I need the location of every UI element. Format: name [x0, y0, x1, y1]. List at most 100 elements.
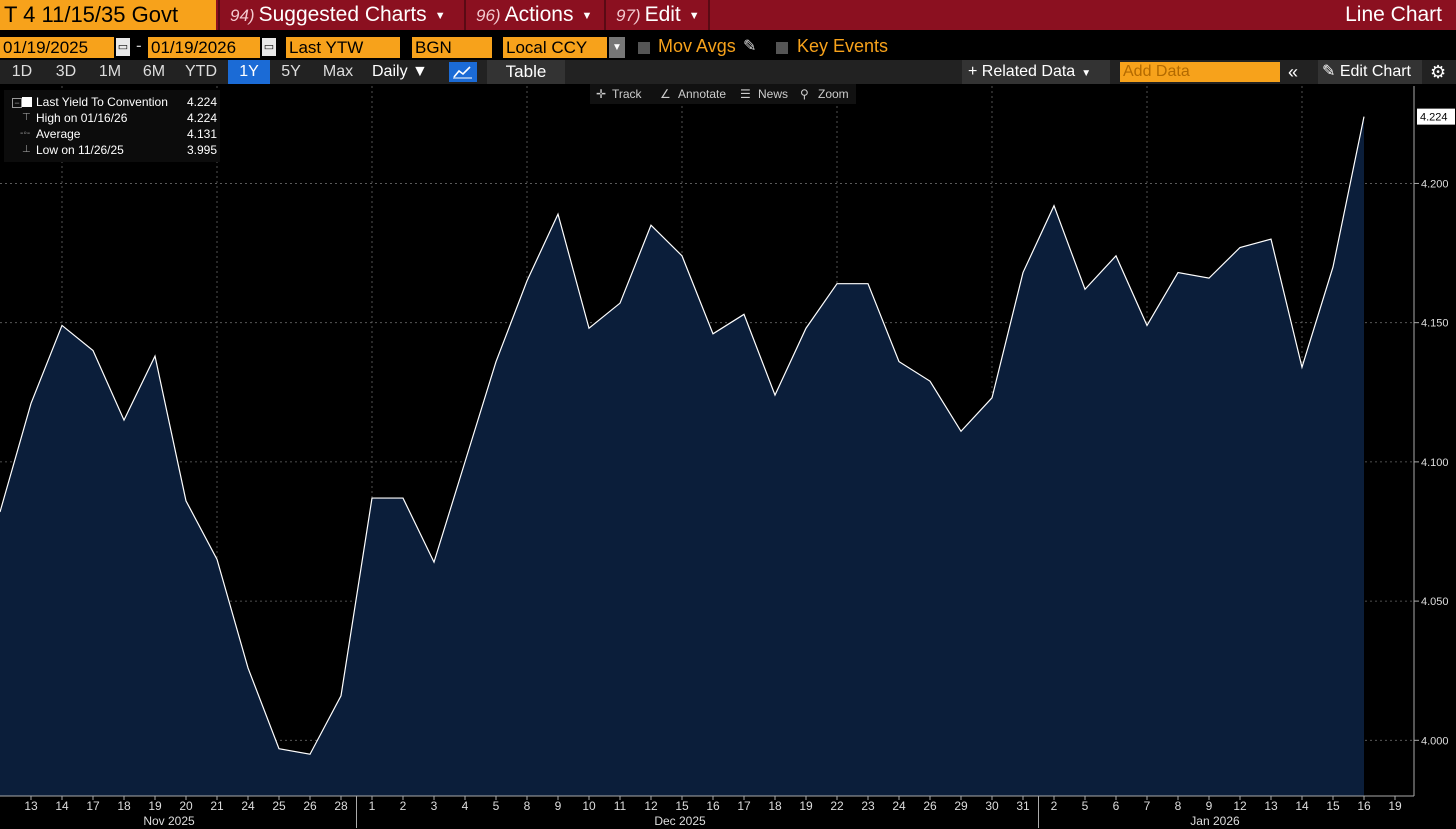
chevron-down-icon[interactable]: ▼: [609, 37, 625, 58]
date-separator: -: [136, 36, 142, 55]
x-tick-label: 13: [24, 799, 38, 813]
x-tick-label: 26: [923, 799, 937, 813]
news-button[interactable]: News: [758, 87, 789, 101]
security-ticker[interactable]: T 4 11/15/35 Govt: [0, 0, 216, 30]
period-1d[interactable]: 1D: [11, 63, 33, 80]
x-tick-label: 2: [400, 799, 407, 813]
x-tick-label: 29: [954, 799, 968, 813]
collapse-icon[interactable]: «: [1288, 62, 1299, 82]
period-1m[interactable]: 1M: [98, 63, 122, 80]
x-tick-label: 11: [614, 799, 627, 813]
menu-label: Actions: [504, 3, 574, 26]
legend-item-average[interactable]: -◦- Average 4.131: [4, 126, 220, 142]
x-tick-label: 7: [1144, 799, 1151, 813]
y-tick-label: 4.050: [1421, 596, 1449, 608]
month-label: Nov 2025: [143, 814, 195, 828]
x-tick-label: 13: [1264, 799, 1278, 813]
last-value-label: 4.224: [1417, 108, 1455, 125]
period-ytd[interactable]: YTD: [185, 63, 217, 80]
x-tick-label: 9: [1206, 799, 1213, 813]
collapse-box-icon[interactable]: −: [12, 98, 22, 108]
x-tick-label: 31: [1016, 799, 1030, 813]
x-tick-label: 28: [334, 799, 348, 813]
source-select[interactable]: BGN: [412, 37, 492, 58]
low-marker-icon: ⊥: [22, 144, 31, 155]
x-tick-label: 14: [1295, 799, 1309, 813]
end-date-field[interactable]: 01/19/2026: [148, 37, 260, 58]
period-5y[interactable]: 5Y: [281, 63, 301, 80]
series-line: [0, 116, 1365, 755]
x-tick-label: 5: [1082, 799, 1089, 813]
calendar-icon[interactable]: ▭: [116, 38, 130, 56]
key-events-label[interactable]: Key Events: [797, 36, 889, 56]
calendar-icon[interactable]: ▭: [262, 38, 276, 56]
caret-down-icon: ▼: [581, 10, 593, 22]
x-tick-label: 21: [210, 799, 224, 813]
y-axis: 4.000 4.050 4.100 4.150 4.200: [1413, 86, 1449, 796]
currency-select[interactable]: Local CCY: [503, 37, 607, 58]
x-tick-label: 23: [861, 799, 875, 813]
track-button[interactable]: Track: [612, 87, 642, 101]
y-tick-label: 4.200: [1421, 178, 1449, 190]
pencil-icon[interactable]: ✎: [743, 38, 757, 55]
options-bar: 01/19/2025 ▭ - 01/19/2026 ▭ Last YTW BGN…: [0, 34, 1456, 60]
x-tick-label: 26: [303, 799, 317, 813]
line-chart-icon[interactable]: [449, 62, 477, 82]
key-events-checkbox[interactable]: [776, 42, 788, 54]
add-data-input[interactable]: Add Data: [1120, 62, 1280, 82]
x-tick-label: 8: [524, 799, 531, 813]
x-tick-label: 12: [1233, 799, 1247, 813]
legend-value: 4.224: [186, 95, 217, 109]
x-tick-label: 14: [55, 799, 69, 813]
period-6m[interactable]: 6M: [142, 63, 166, 80]
x-tick-label: 18: [768, 799, 782, 813]
table-button[interactable]: Table: [487, 60, 565, 84]
related-data-button[interactable]: + Related Data ▼: [962, 60, 1110, 84]
field-select[interactable]: Last YTW: [286, 37, 400, 58]
mov-avgs-checkbox[interactable]: [638, 42, 650, 54]
actions-menu[interactable]: 96) Actions ▼: [464, 0, 604, 30]
month-label: Dec 2025: [654, 814, 706, 828]
x-tick-label: 15: [1326, 799, 1340, 813]
last-value-box: [1417, 108, 1455, 125]
last-value-text: 4.224: [1420, 112, 1448, 124]
x-tick-label: 9: [555, 799, 562, 813]
zoom-button[interactable]: Zoom: [818, 87, 849, 101]
legend: − Last Yield To Convention 4.224 ⊤ High …: [4, 90, 220, 162]
month-label: Jan 2026: [1190, 814, 1240, 828]
suggested-charts-menu[interactable]: 94) Suggested Charts ▼: [218, 0, 464, 30]
zoom-icon: ⚲: [800, 87, 809, 101]
legend-value: 3.995: [186, 143, 217, 157]
legend-value: 4.131: [186, 127, 217, 141]
legend-item-last[interactable]: − Last Yield To Convention 4.224: [4, 94, 220, 110]
x-tick-label: 19: [799, 799, 813, 813]
edit-chart-button[interactable]: ✎ Edit Chart: [1318, 60, 1422, 84]
gear-icon[interactable]: ⚙: [1430, 62, 1447, 82]
caret-down-icon: ▼: [688, 10, 700, 22]
menu-number: 97): [616, 6, 641, 25]
x-tick-label: 6: [1113, 799, 1120, 813]
x-tick-label: 10: [582, 799, 596, 813]
x-tick-label: 20: [179, 799, 193, 813]
x-tick-label: 19: [1388, 799, 1402, 813]
edit-menu[interactable]: 97) Edit ▼: [604, 0, 710, 30]
start-date-field[interactable]: 01/19/2025: [0, 37, 114, 58]
period-3d[interactable]: 3D: [55, 63, 77, 80]
caret-down-icon: ▼: [1081, 68, 1092, 79]
x-tick-label: 17: [86, 799, 100, 813]
period-max[interactable]: Max: [322, 63, 354, 80]
legend-item-low[interactable]: ⊥ Low on 11/26/25 3.995: [4, 142, 220, 158]
legend-item-high[interactable]: ⊤ High on 01/16/26 4.224: [4, 110, 220, 126]
period-toolbar: 1D 3D 1M 6M YTD 1Y 5Y Max Daily ▼ Table …: [0, 60, 1456, 84]
frequency-select[interactable]: Daily ▼: [372, 63, 428, 80]
annotate-pen-icon: ∠: [660, 87, 671, 101]
y-tick-label: 4.000: [1421, 735, 1449, 747]
x-tick-label: 1: [369, 799, 376, 813]
annotate-button[interactable]: Annotate: [678, 87, 727, 101]
period-1y[interactable]: 1Y: [228, 60, 270, 84]
x-tick-label: 2: [1051, 799, 1058, 813]
mov-avgs-label[interactable]: Mov Avgs: [658, 36, 736, 56]
title-bar: T 4 11/15/35 Govt 94) Suggested Charts ▼ 9…: [0, 0, 1456, 30]
x-tick-label: 3: [431, 799, 438, 813]
